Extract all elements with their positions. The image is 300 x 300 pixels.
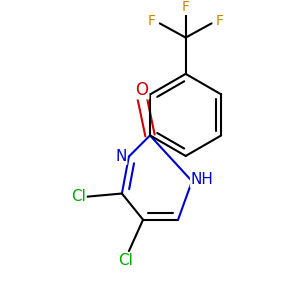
Text: N: N xyxy=(115,149,127,164)
Text: Cl: Cl xyxy=(71,188,86,203)
Text: Cl: Cl xyxy=(118,253,133,268)
Text: NH: NH xyxy=(190,172,214,187)
Text: F: F xyxy=(148,14,156,28)
Text: F: F xyxy=(182,0,190,14)
Text: O: O xyxy=(136,81,148,99)
Text: F: F xyxy=(215,14,223,28)
